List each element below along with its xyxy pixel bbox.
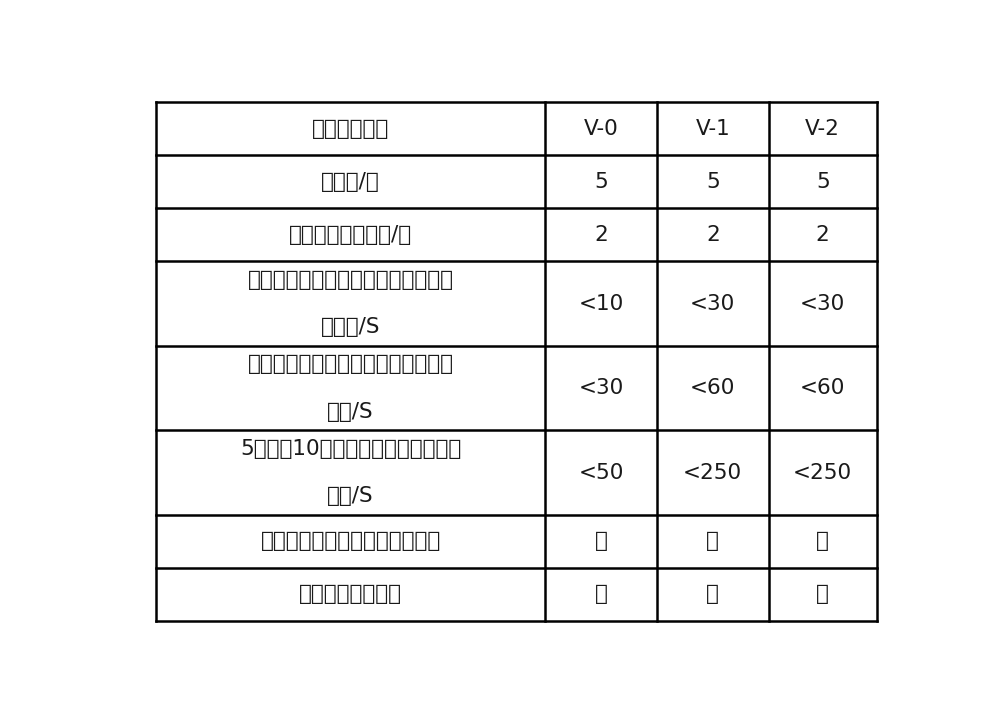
- Text: 是否燃烧到固定夹: 是否燃烧到固定夹: [299, 584, 402, 604]
- Text: <10: <10: [578, 294, 624, 314]
- Text: <30: <30: [690, 294, 735, 314]
- Text: 有无熔滴和熔滴是否引燃脱脂棉: 有无熔滴和熔滴是否引燃脱脂棉: [260, 531, 441, 551]
- Text: 2: 2: [594, 225, 608, 245]
- Text: V-2: V-2: [805, 119, 840, 139]
- Text: 5: 5: [706, 172, 720, 192]
- Text: <60: <60: [800, 378, 845, 398]
- Text: 否: 否: [595, 584, 608, 604]
- Text: <60: <60: [690, 378, 735, 398]
- Text: V-0: V-0: [584, 119, 618, 139]
- Text: 每个试样点燃次数/次: 每个试样点燃次数/次: [289, 225, 412, 245]
- Text: <30: <30: [578, 378, 624, 398]
- Text: 否: 否: [706, 531, 719, 551]
- Text: <50: <50: [578, 463, 624, 483]
- Text: 2: 2: [816, 225, 830, 245]
- Text: V-1: V-1: [695, 119, 730, 139]
- Text: 试验数/根: 试验数/根: [321, 172, 380, 192]
- Text: 否: 否: [595, 531, 608, 551]
- Text: 2: 2: [706, 225, 720, 245]
- Text: 5: 5: [594, 172, 608, 192]
- Text: <250: <250: [793, 463, 852, 483]
- Text: 否: 否: [816, 584, 829, 604]
- Text: 总和/S: 总和/S: [327, 486, 374, 506]
- Text: 否: 否: [706, 584, 719, 604]
- Text: 是: 是: [816, 531, 829, 551]
- Text: 第二次点燃后单个试样最长无焰燃烧: 第二次点燃后单个试样最长无焰燃烧: [248, 354, 454, 374]
- Text: 每个试样点燃后单个试样最长有焰燃: 每个试样点燃后单个试样最长有焰燃: [248, 270, 454, 290]
- Text: 5个试样10次点燃后有焰燃烧时间的: 5个试样10次点燃后有焰燃烧时间的: [240, 439, 461, 459]
- Text: 烧时间/S: 烧时间/S: [321, 317, 380, 337]
- Text: 5: 5: [816, 172, 830, 192]
- Text: 时间/S: 时间/S: [327, 402, 374, 422]
- Text: <250: <250: [683, 463, 742, 483]
- Text: 试样燃烧行为: 试样燃烧行为: [312, 119, 389, 139]
- Text: <30: <30: [800, 294, 845, 314]
